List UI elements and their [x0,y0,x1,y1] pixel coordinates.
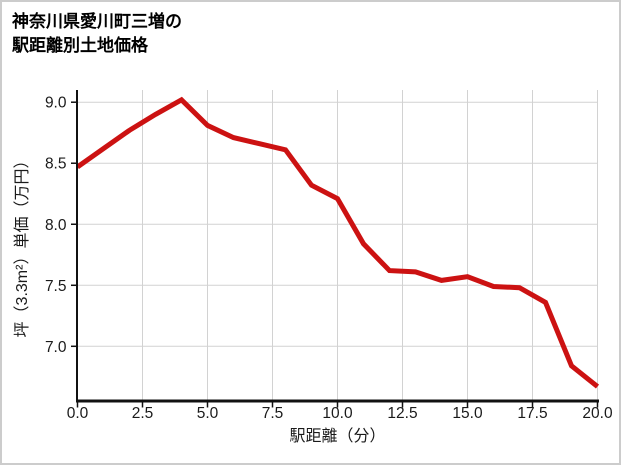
x-tick-label: 7.5 [262,405,284,422]
y-tick-label: 7.5 [45,278,67,295]
price-line [76,96,600,389]
x-tick-label: 2.5 [132,405,154,422]
y-tick-label: 9.0 [45,95,67,112]
y-tick-label: 8.0 [45,217,67,234]
x-tick-label: 10.0 [322,405,353,422]
x-axis-title: 駅距離（分） [289,427,385,445]
y-tick-label: 7.0 [45,339,67,356]
y-axis-title: 坪（3.3m²）単価（万円） [13,153,31,338]
chart-title-line-2: 駅距離別土地価格 [12,36,148,55]
x-tick-label: 12.5 [387,405,417,422]
x-tick-label: 17.5 [517,405,547,422]
chart-title-line-1: 神奈川県愛川町三増の [12,12,182,31]
x-tick-label: 20.0 [582,405,613,422]
y-tick-label: 8.5 [45,156,67,173]
x-tick-label: 15.0 [452,405,483,422]
chart-title: 神奈川県愛川町三増の 駅距離別土地価格 [12,10,182,58]
x-tick-label: 0.0 [67,405,89,422]
x-tick-label: 5.0 [197,405,219,422]
